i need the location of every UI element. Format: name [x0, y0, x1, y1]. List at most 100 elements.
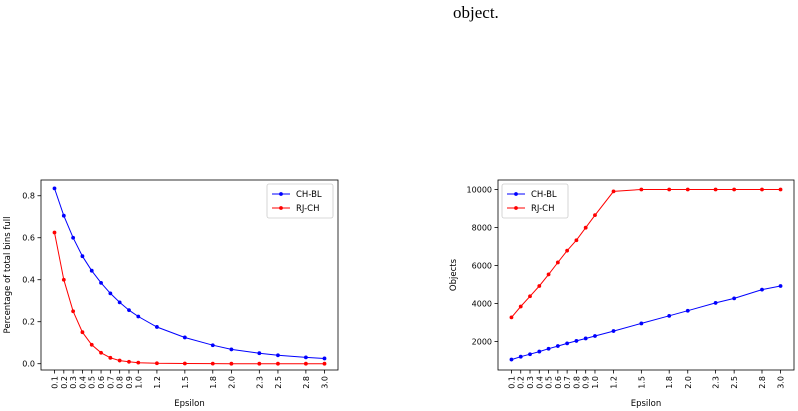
- y-tick-label: 0.6: [22, 234, 35, 243]
- y-tick-label: 0.8: [22, 192, 35, 201]
- data-point-ch-bl: [303, 355, 308, 360]
- x-tick-label: 1.2: [610, 376, 619, 389]
- x-tick-label: 0.3: [69, 376, 78, 389]
- data-point-rj-ch: [528, 294, 532, 299]
- series-line-ch-bl: [511, 285, 781, 361]
- y-axis-label: Percentage of total bins full: [3, 217, 13, 334]
- data-point-ch-bl: [565, 341, 570, 346]
- axes-frame: [497, 179, 795, 371]
- x-tick-label: 2.3: [255, 376, 264, 389]
- x-tick-label: 1.5: [181, 376, 190, 389]
- data-point-rj-ch: [518, 304, 523, 309]
- caption-text: object.: [453, 3, 499, 22]
- x-tick-label: 2.3: [712, 376, 721, 389]
- y-tick-label: 0.2: [22, 318, 35, 327]
- data-point-ch-bl: [583, 336, 588, 341]
- data-point-ch-bl: [61, 213, 66, 218]
- axes-frame: [40, 179, 339, 371]
- data-point-rj-ch: [257, 361, 262, 366]
- data-point-ch-bl: [136, 314, 141, 319]
- data-point-rj-ch: [639, 187, 644, 192]
- data-point-ch-bl: [155, 325, 159, 329]
- data-point-rj-ch: [89, 342, 94, 347]
- x-tick-label: 2.0: [227, 376, 236, 389]
- x-tick-label: 0.9: [125, 376, 134, 389]
- data-point-rj-ch: [555, 260, 560, 265]
- data-point-rj-ch: [71, 309, 76, 314]
- data-point-ch-bl: [127, 308, 131, 313]
- x-tick-label: 2.0: [684, 376, 693, 389]
- data-point-rj-ch: [276, 361, 280, 366]
- x-tick-label: 3.0: [777, 376, 786, 389]
- y-tick-label: 2000: [472, 338, 492, 347]
- x-axis-label: Epsilon: [174, 399, 205, 409]
- data-point-ch-bl: [182, 335, 187, 340]
- series-line-ch-bl: [54, 188, 325, 359]
- x-tick-label: 1.0: [591, 376, 600, 389]
- legend-box: [266, 183, 334, 219]
- x-tick-label: 0.9: [582, 376, 591, 389]
- data-point-rj-ch: [303, 361, 308, 366]
- data-point-rj-ch: [760, 187, 764, 192]
- y-tick-label: 8000: [472, 224, 492, 233]
- data-point-rj-ch: [99, 350, 103, 355]
- data-point-rj-ch: [127, 359, 131, 364]
- x-tick-label: 1.8: [209, 376, 218, 389]
- data-point-rj-ch: [61, 277, 66, 282]
- data-point-ch-bl: [778, 284, 783, 288]
- data-point-rj-ch: [593, 213, 597, 218]
- legend-label-ch-bl: CH-BL: [296, 190, 322, 200]
- data-point-ch-bl: [639, 321, 644, 326]
- data-point-ch-bl: [546, 346, 551, 351]
- data-point-rj-ch: [778, 187, 783, 192]
- data-point-rj-ch: [229, 361, 234, 366]
- x-tick-label: 1.8: [665, 376, 674, 389]
- caption: object.: [0, 0, 798, 40]
- data-point-ch-bl: [537, 349, 542, 354]
- y-tick-label: 6000: [472, 262, 492, 271]
- x-tick-label: 2.8: [302, 376, 311, 389]
- data-point-ch-bl: [518, 354, 523, 359]
- data-point-rj-ch: [574, 238, 579, 243]
- series-line-rj-ch: [54, 232, 325, 365]
- x-tick-label: 0.7: [106, 376, 115, 389]
- data-point-ch-bl: [732, 296, 737, 301]
- x-tick-label: 0.1: [51, 376, 60, 389]
- data-point-rj-ch: [611, 189, 616, 194]
- data-point-rj-ch: [583, 225, 588, 230]
- data-point-ch-bl: [555, 344, 560, 348]
- y-tick-label: 0.4: [22, 276, 35, 285]
- data-point-ch-bl: [685, 308, 690, 313]
- data-point-ch-bl: [210, 343, 215, 348]
- data-point-rj-ch: [117, 358, 122, 363]
- data-point-rj-ch: [685, 187, 690, 192]
- chart-bins-full: 0.00.20.40.60.80.1 0.2 0.3 0.4 0.5 0.6 0.7 0.8 0…: [3, 179, 339, 409]
- x-tick-label: 0.2: [60, 376, 69, 389]
- y-tick-label: 0.0: [22, 360, 35, 369]
- x-tick-label: 1.0: [134, 376, 143, 389]
- x-tick-label: 3.0: [321, 376, 330, 389]
- x-tick-label: 0.4: [78, 376, 87, 389]
- x-tick-label: 1.5: [637, 376, 646, 389]
- x-tick-label: 0.8: [572, 376, 581, 389]
- data-point-rj-ch: [565, 248, 570, 253]
- data-point-rj-ch: [80, 330, 85, 335]
- data-point-rj-ch: [136, 360, 141, 365]
- x-tick-label: 0.5: [88, 376, 97, 389]
- x-tick-label: 0.7: [563, 376, 572, 389]
- data-point-ch-bl: [611, 329, 616, 333]
- y-tick-label: 10000: [467, 186, 492, 195]
- data-point-ch-bl: [117, 300, 122, 305]
- legend-marker: [514, 206, 518, 210]
- data-point-ch-bl: [89, 268, 94, 273]
- data-point-rj-ch: [155, 361, 159, 366]
- data-point-rj-ch: [546, 272, 551, 277]
- x-tick-label: 2.5: [730, 376, 739, 389]
- legend-label-ch-bl: CH-BL: [531, 190, 557, 200]
- data-point-ch-bl: [229, 347, 234, 352]
- data-point-ch-bl: [257, 351, 262, 356]
- x-tick-label: 0.8: [116, 376, 125, 389]
- data-point-ch-bl: [276, 353, 280, 358]
- data-point-ch-bl: [509, 357, 514, 362]
